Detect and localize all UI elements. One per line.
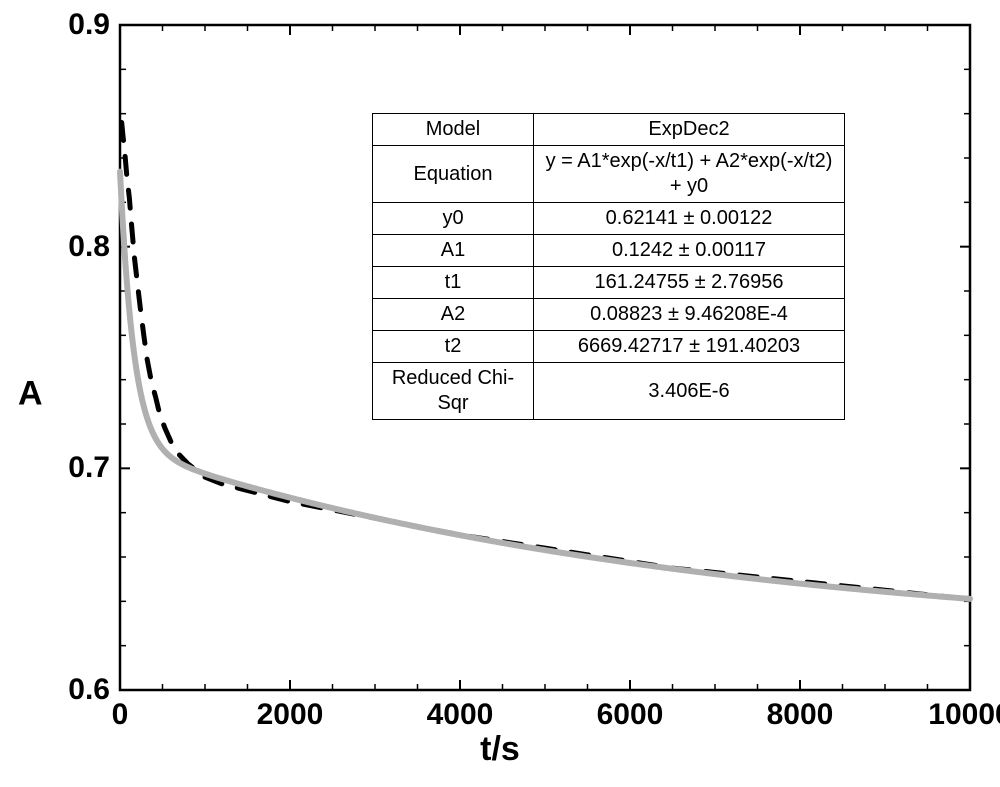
param-name: t2	[373, 331, 534, 363]
x-axis-label: t/s	[480, 730, 520, 769]
param-row: y00.62141 ± 0.00122	[373, 203, 845, 235]
param-value: 0.08823 ± 9.46208E-4	[534, 299, 845, 331]
x-tick-label: 10000	[928, 698, 1000, 732]
param-row: t1161.24755 ± 2.76956	[373, 267, 845, 299]
param-name: A2	[373, 299, 534, 331]
x-tick-label: 8000	[767, 698, 834, 732]
x-tick-label: 0	[112, 698, 129, 732]
param-name: Reduced Chi-Sqr	[373, 363, 534, 420]
x-tick-label: 2000	[257, 698, 324, 732]
param-value: 161.24755 ± 2.76956	[534, 267, 845, 299]
param-value: ExpDec2	[534, 114, 845, 146]
y-tick-label: 0.6	[68, 673, 110, 707]
param-name: Equation	[373, 146, 534, 203]
y-tick-label: 0.9	[68, 8, 110, 42]
y-tick-label: 0.8	[68, 230, 110, 264]
y-axis-label: A	[18, 374, 43, 413]
x-tick-label: 6000	[597, 698, 664, 732]
param-value: 0.1242 ± 0.00117	[534, 235, 845, 267]
param-name: Model	[373, 114, 534, 146]
param-row: Reduced Chi-Sqr3.406E-6	[373, 363, 845, 420]
param-row: A10.1242 ± 0.00117	[373, 235, 845, 267]
x-tick-label: 4000	[427, 698, 494, 732]
param-row: ModelExpDec2	[373, 114, 845, 146]
param-value: y = A1*exp(-x/t1) + A2*exp(-x/t2) + y0	[534, 146, 845, 203]
param-value: 3.406E-6	[534, 363, 845, 420]
param-name: A1	[373, 235, 534, 267]
fit-parameters-table: ModelExpDec2Equationy = A1*exp(-x/t1) + …	[372, 113, 845, 420]
param-row: t26669.42717 ± 191.40203	[373, 331, 845, 363]
y-tick-label: 0.7	[68, 451, 110, 485]
param-value: 6669.42717 ± 191.40203	[534, 331, 845, 363]
param-name: y0	[373, 203, 534, 235]
param-row: Equationy = A1*exp(-x/t1) + A2*exp(-x/t2…	[373, 146, 845, 203]
param-row: A20.08823 ± 9.46208E-4	[373, 299, 845, 331]
param-value: 0.62141 ± 0.00122	[534, 203, 845, 235]
param-name: t1	[373, 267, 534, 299]
